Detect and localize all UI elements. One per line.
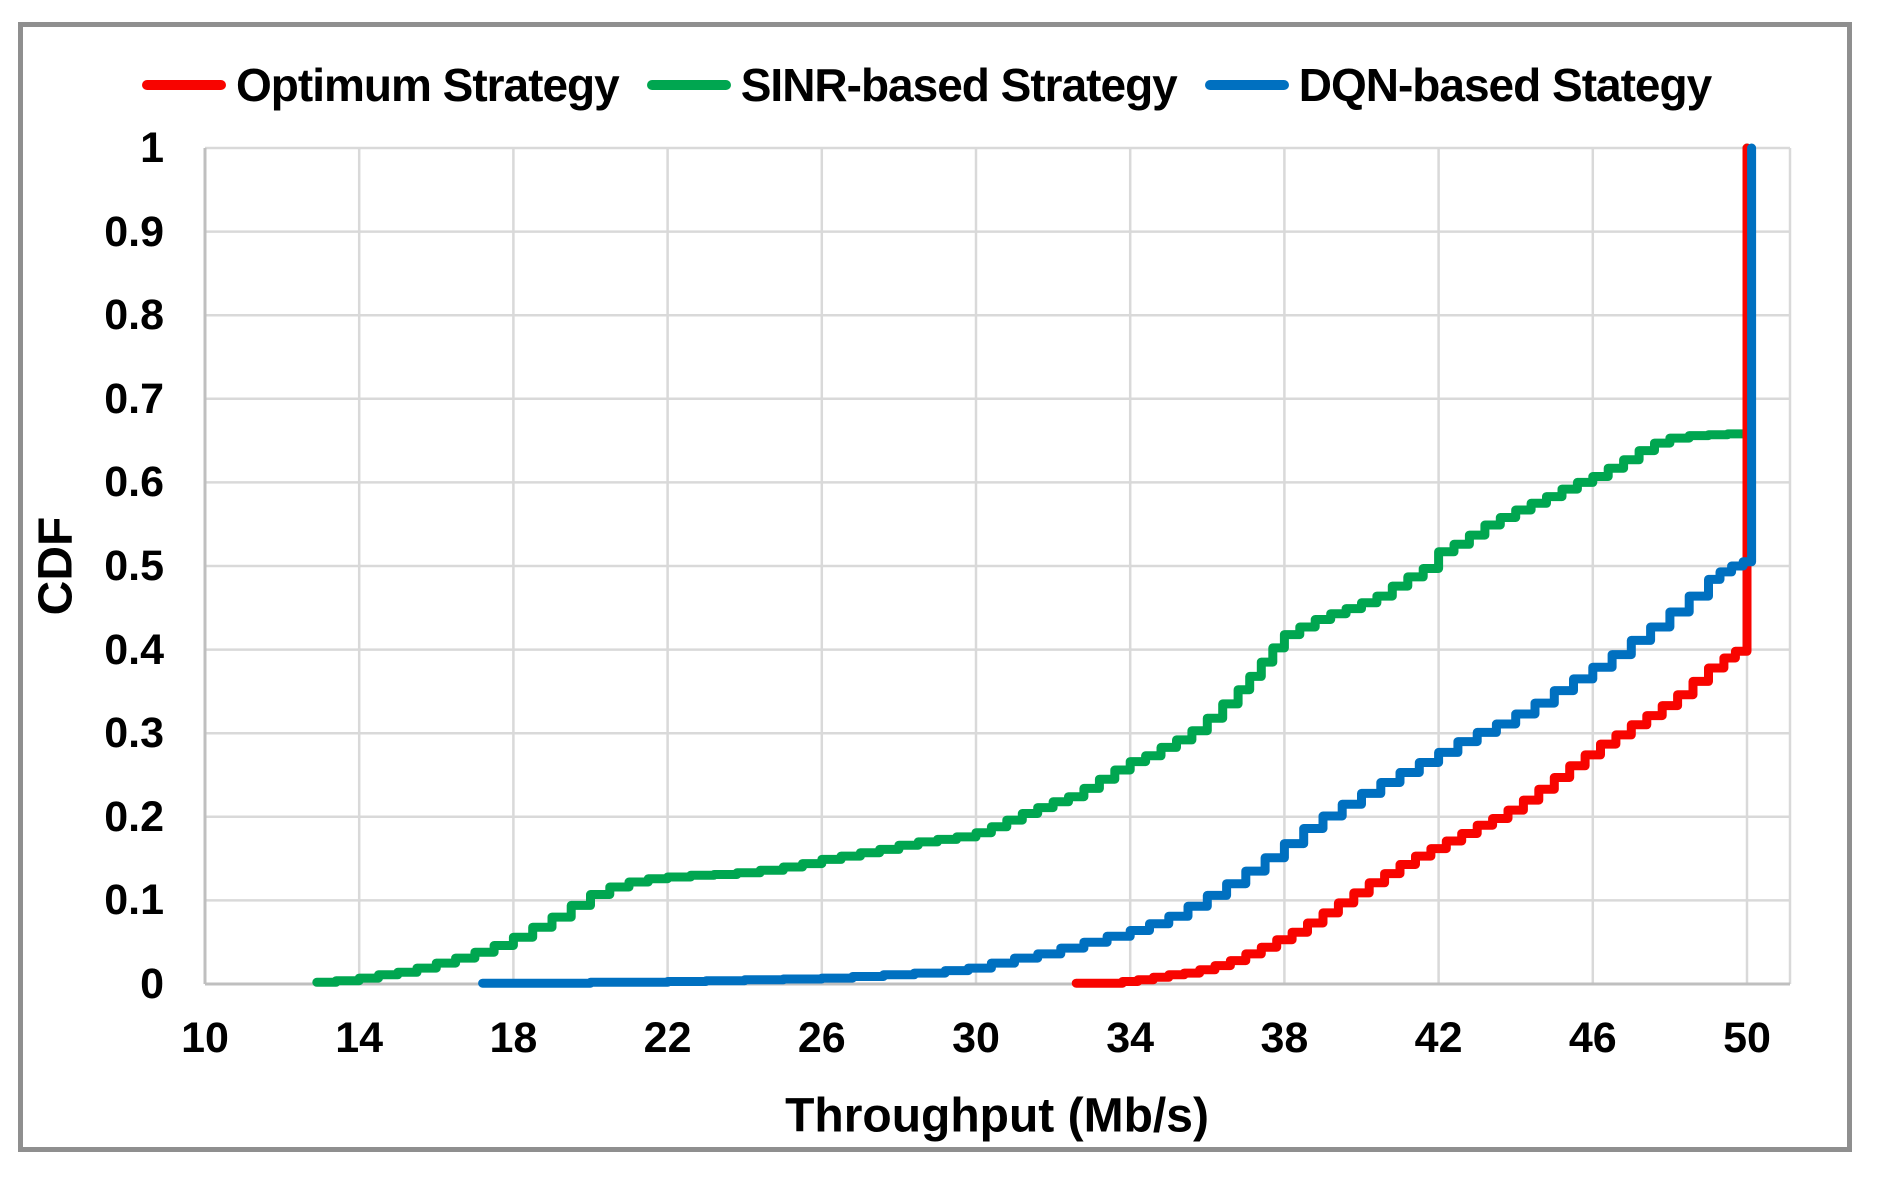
x-tick-label-22: 22: [643, 1014, 692, 1062]
sinr-line-swatch: [646, 80, 731, 90]
x-axis-title: Throughput (Mb/s): [785, 1089, 1209, 1143]
x-tick-label-38: 38: [1260, 1014, 1309, 1062]
x-tick-label-42: 42: [1414, 1014, 1463, 1062]
x-tick-label-34: 34: [1106, 1014, 1155, 1062]
y-tick-label-0.6: 0.6: [104, 458, 164, 507]
y-tick-label-1: 1: [140, 124, 164, 172]
optimum-line-swatch: [142, 80, 226, 90]
chart-legend: Optimum Strategy SINR-based Strategy DQN…: [142, 58, 1712, 112]
x-tick-label-18: 18: [489, 1014, 538, 1062]
y-tick-label-0.1: 0.1: [104, 876, 164, 925]
legend-item-dqn: DQN-based Stategy: [1204, 58, 1712, 112]
dqn-line-swatch: [1204, 80, 1289, 90]
y-tick-label-0.5: 0.5: [104, 542, 164, 590]
x-tick-label-10: 10: [181, 1014, 229, 1062]
x-tick-label-14: 14: [335, 1014, 384, 1062]
y-tick-label-0: 0: [140, 960, 164, 1008]
x-tick-label-50: 50: [1723, 1014, 1771, 1062]
legend-label-optimum: Optimum Strategy: [236, 59, 620, 111]
series-curve-optimum-strategy: [1071, 143, 1752, 988]
series-curve-dqn-based-stategy: [478, 143, 1757, 988]
x-tick-label-30: 30: [952, 1014, 1000, 1062]
y-tick-label-0.2: 0.2: [104, 792, 164, 841]
y-tick-label-0.9: 0.9: [104, 207, 164, 256]
y-tick-label-0.3: 0.3: [104, 709, 164, 758]
x-tick-label-46: 46: [1568, 1014, 1617, 1062]
y-tick-label-0.8: 0.8: [104, 291, 164, 340]
y-tick-label-0.7: 0.7: [104, 374, 164, 423]
legend-item-sinr: SINR-based Strategy: [646, 58, 1178, 112]
y-tick-label-0.4: 0.4: [104, 625, 164, 674]
legend-item-optimum: Optimum Strategy: [142, 58, 620, 112]
chart-outer-border: [18, 22, 1852, 1152]
series-curve-sinr-based-strategy: [312, 143, 1752, 987]
x-tick-label-26: 26: [797, 1014, 846, 1062]
legend-label-dqn: DQN-based Stategy: [1298, 59, 1712, 111]
legend-label-sinr: SINR-based Strategy: [740, 59, 1178, 111]
